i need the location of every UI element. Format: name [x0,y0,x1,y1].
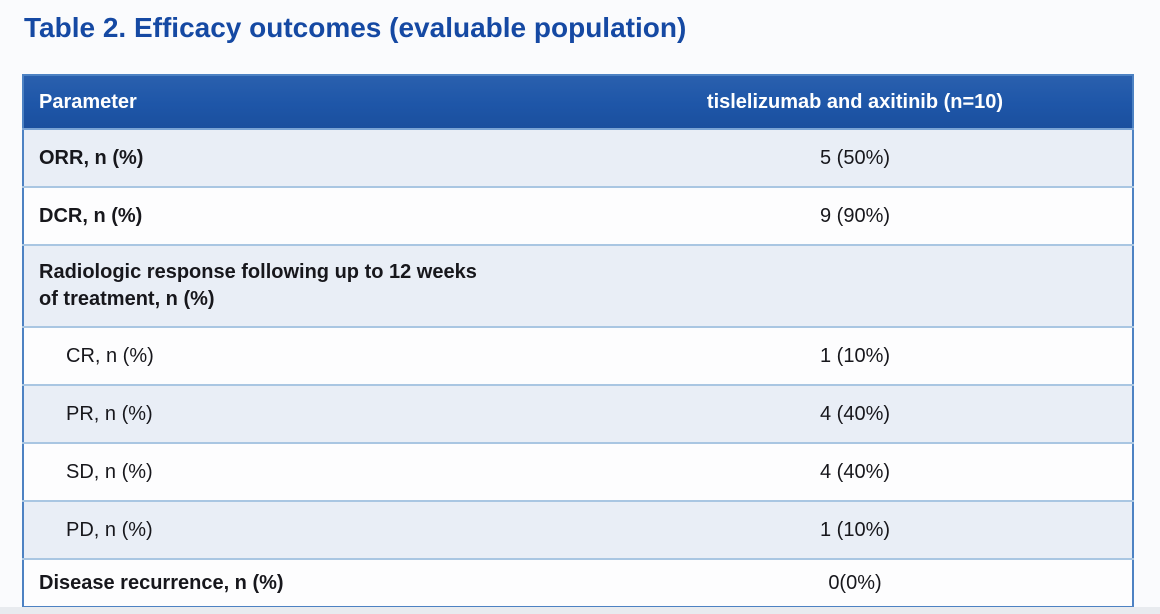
table-row-pd: PD, n (%) 1 (10%) [23,500,1133,559]
param-label: SD, n (%) [66,460,153,483]
page-title: Table 2. Efficacy outcomes (evaluable po… [24,12,687,43]
param-value: 0(0%) [828,571,882,594]
col-header-treatment: tislelizumab and axitinib (n=10) [578,75,1133,130]
param-value: 9 (90%) [819,204,891,227]
param-value: 1 (10%) [819,518,891,541]
param-value: 4 (40%) [819,402,891,425]
bottom-edge-strip [0,607,1160,614]
table-header-row: Parameter tislelizumab and axitinib (n=1… [23,75,1133,130]
param-value: 1 (10%) [819,344,891,367]
param-value: 4 (40%) [819,460,891,483]
table-row-disease-recurrence: Disease recurrence, n (%) 0(0%) [23,558,1133,607]
param-label: PD, n (%) [66,518,153,541]
efficacy-table-grid: Parameter tislelizumab and axitinib (n=1… [22,74,1134,608]
param-label: ORR, n (%) [39,146,144,169]
param-value: 5 (50%) [819,146,891,169]
efficacy-table: Parameter tislelizumab and axitinib (n=1… [22,74,1134,608]
table-row-pr: PR, n (%) 4 (40%) [23,384,1133,443]
param-label: CR, n (%) [66,344,154,367]
param-label: DCR, n (%) [39,204,143,227]
param-label: Radiologic response following up to 12 w… [39,261,477,310]
param-label: PR, n (%) [66,402,153,425]
param-label: Disease recurrence, n (%) [39,571,284,594]
table-row-dcr: DCR, n (%) 9 (90%) [23,186,1133,245]
table-row-cr: CR, n (%) 1 (10%) [23,326,1133,385]
table-row-radiologic-response: Radiologic response following up to 12 w… [23,244,1133,327]
table-row-sd: SD, n (%) 4 (40%) [23,442,1133,501]
col-header-parameter: Parameter [23,75,578,130]
table-row-orr: ORR, n (%) 5 (50%) [23,128,1133,187]
